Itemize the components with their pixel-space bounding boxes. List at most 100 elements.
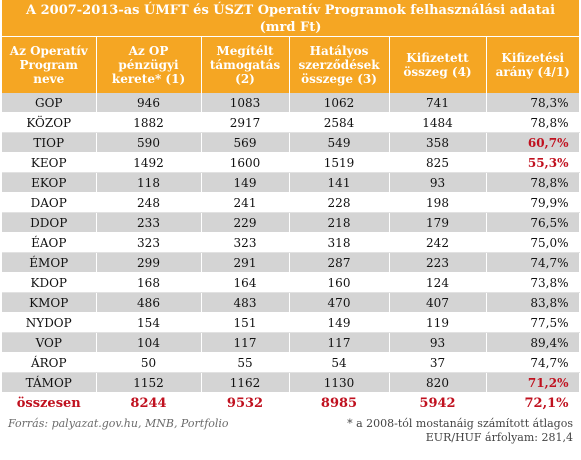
cell-program-name: KÖZOP [2,112,97,133]
cell-valid-contracts: 160 [289,272,390,293]
header-row: Az Operatív Program neve Az OP pénzügyi … [2,37,579,93]
cell-op-budget: 299 [96,252,202,273]
cell-granted-support: 2917 [201,112,290,133]
table-row: ÁROP 50 55 54 37 74,7% [2,352,580,373]
table-row: DAOP 248 241 228 198 79,9% [2,192,580,213]
header-valid-contracts: Hatályos szerződések összege (3) [289,37,390,93]
exchange-rate-note: * a 2008-tól mostanáig számított átlagos… [347,417,573,445]
cell-op-budget: 248 [96,192,202,213]
total-granted-support: 9532 [201,392,290,414]
cell-valid-contracts: 549 [289,132,390,153]
cell-program-name: NYDOP [2,312,97,333]
cell-program-name: TIOP [2,132,97,153]
cell-valid-contracts: 287 [289,252,390,273]
cell-program-name: DAOP [2,192,97,213]
table-row: ÉAOP 323 323 318 242 75,0% [2,232,580,253]
cell-valid-contracts: 470 [289,292,390,313]
cell-paid-amount: 358 [389,132,487,153]
cell-paid-amount: 825 [389,152,487,173]
cell-program-name: KEOP [2,152,97,173]
cell-valid-contracts: 117 [289,332,390,353]
cell-program-name: DDOP [2,212,97,233]
cell-valid-contracts: 218 [289,212,390,233]
cell-valid-contracts: 1519 [289,152,390,173]
cell-paid-amount: 1484 [389,112,487,133]
cell-paid-amount: 407 [389,292,487,313]
cell-granted-support: 291 [201,252,290,273]
table-row: EKOP 118 149 141 93 78,8% [2,172,580,193]
cell-payment-ratio: 78,8% [486,112,580,133]
cell-op-budget: 323 [96,232,202,253]
cell-program-name: GOP [2,93,97,113]
cell-granted-support: 1600 [201,152,290,173]
cell-payment-ratio: 71,2% [486,372,580,393]
table-row: KDOP 168 164 160 124 73,8% [2,272,580,293]
total-op-budget: 8244 [96,392,202,414]
cell-program-name: TÁMOP [2,372,97,393]
cell-paid-amount: 37 [389,352,487,373]
cell-valid-contracts: 54 [289,352,390,373]
table-row: NYDOP 154 151 149 119 77,5% [2,312,580,333]
table-row: TIOP 590 569 549 358 60,7% [2,132,580,153]
cell-program-name: ÁROP [2,352,97,373]
table-row: TÁMOP 1152 1162 1130 820 71,2% [2,372,580,393]
cell-granted-support: 164 [201,272,290,293]
total-payment-ratio: 72,1% [486,392,580,414]
cell-valid-contracts: 228 [289,192,390,213]
cell-program-name: VOP [2,332,97,353]
cell-program-name: KMOP [2,292,97,313]
cell-valid-contracts: 141 [289,172,390,193]
table-row: KMOP 486 483 470 407 83,8% [2,292,580,313]
total-row: összesen 8244 9532 8985 5942 72,1% [2,392,580,414]
cell-paid-amount: 242 [389,232,487,253]
total-valid-contracts: 8985 [289,392,390,414]
cell-op-budget: 486 [96,292,202,313]
cell-program-name: KDOP [2,272,97,293]
cell-granted-support: 229 [201,212,290,233]
table-row: KEOP 1492 1600 1519 825 55,3% [2,152,580,173]
cell-granted-support: 483 [201,292,290,313]
cell-program-name: ÉMOP [2,252,97,273]
cell-payment-ratio: 75,0% [486,232,580,253]
cell-op-budget: 1152 [96,372,202,393]
cell-paid-amount: 124 [389,272,487,293]
cell-payment-ratio: 77,5% [486,312,580,333]
header-program-name: Az Operatív Program neve [2,37,97,93]
cell-op-budget: 946 [96,93,202,113]
cell-paid-amount: 741 [389,93,487,113]
cell-valid-contracts: 1062 [289,93,390,113]
cell-valid-contracts: 318 [289,232,390,253]
cell-payment-ratio: 73,8% [486,272,580,293]
cell-op-budget: 1492 [96,152,202,173]
table-row: DDOP 233 229 218 179 76,5% [2,212,580,233]
total-program-name: összesen [2,392,97,414]
cell-payment-ratio: 55,3% [486,152,580,173]
source-note: Forrás: palyazat.gov.hu, MNB, Portfolio [8,417,229,430]
cell-granted-support: 117 [201,332,290,353]
cell-valid-contracts: 2584 [289,112,390,133]
cell-op-budget: 104 [96,332,202,353]
total-paid-amount: 5942 [389,392,487,414]
table-row: ÉMOP 299 291 287 223 74,7% [2,252,580,273]
exchange-rate-note-line1: * a 2008-tól mostanáig számított átlagos [347,417,573,430]
cell-program-name: ÉAOP [2,232,97,253]
cell-granted-support: 241 [201,192,290,213]
cell-op-budget: 168 [96,272,202,293]
cell-paid-amount: 223 [389,252,487,273]
table-row: VOP 104 117 117 93 89,4% [2,332,580,353]
table-row: GOP 946 1083 1062 741 78,3% [2,93,580,113]
cell-op-budget: 118 [96,172,202,193]
table-row: KÖZOP 1882 2917 2584 1484 78,8% [2,112,580,133]
cell-op-budget: 154 [96,312,202,333]
table-footer: Forrás: palyazat.gov.hu, MNB, Portfolio … [2,414,579,460]
cell-payment-ratio: 83,8% [486,292,580,313]
header-granted-support: Megítélt támogatás (2) [201,37,290,93]
cell-payment-ratio: 74,7% [486,352,580,373]
cell-payment-ratio: 74,7% [486,252,580,273]
cell-payment-ratio: 60,7% [486,132,580,153]
cell-paid-amount: 198 [389,192,487,213]
cell-payment-ratio: 79,9% [486,192,580,213]
cell-paid-amount: 119 [389,312,487,333]
cell-granted-support: 149 [201,172,290,193]
